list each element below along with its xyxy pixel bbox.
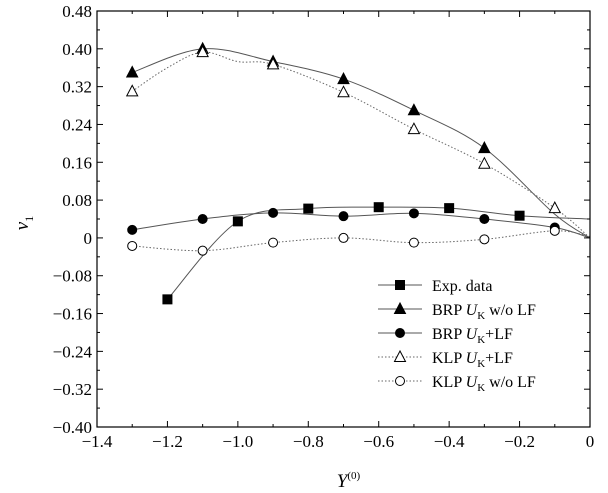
data-point	[373, 202, 384, 213]
y-tick-label: 0.48	[62, 2, 92, 21]
y-tick-label: −0.32	[53, 380, 92, 399]
series-exp-data	[162, 202, 591, 305]
y-tick-label: −0.08	[53, 267, 92, 286]
legend-label: BRP UK+LF	[432, 326, 513, 346]
data-point	[337, 71, 350, 85]
data-point	[338, 232, 349, 243]
legend-label: KLP UK w/o LF	[432, 374, 536, 394]
series-line	[132, 230, 591, 252]
legend-entry-klp-uk-lf: KLP UK+LF	[378, 349, 513, 370]
data-point	[162, 294, 173, 305]
data-point	[197, 245, 208, 256]
data-point	[408, 208, 419, 219]
legend-label: Exp. data	[432, 278, 492, 295]
data-point	[125, 65, 139, 78]
data-point	[514, 210, 525, 221]
y-tick-label: −0.16	[53, 305, 92, 324]
series-klp-uk-w-o-lf	[127, 225, 591, 256]
y-tick-label: 0.08	[62, 191, 92, 210]
legend-marker	[395, 328, 405, 338]
legend-marker	[393, 349, 407, 362]
legend-marker	[395, 280, 405, 290]
x-tick-label: −0.4	[434, 432, 465, 451]
legend-entry-brp-uk-lf: BRP UK+LF	[378, 326, 513, 346]
y-tick-label: −0.24	[53, 342, 93, 361]
data-point	[407, 103, 421, 116]
data-point	[478, 141, 491, 154]
legend-entry-exp-data: Exp. data	[378, 278, 492, 295]
x-tick-label: −0.8	[293, 432, 324, 451]
data-point	[268, 237, 279, 248]
data-point	[232, 216, 243, 227]
data-point	[478, 156, 491, 169]
data-point	[125, 84, 139, 97]
data-point	[479, 234, 490, 245]
legend-label: KLP UK+LF	[432, 350, 513, 370]
y-tick-label: 0.32	[62, 78, 92, 97]
data-point	[337, 85, 350, 98]
data-point	[127, 240, 138, 251]
y-tick-label: −0.40	[53, 418, 92, 437]
series-brp-uk-w-o-lf	[125, 41, 591, 239]
legend-marker	[395, 376, 405, 386]
y-axis-label: v1	[12, 216, 36, 230]
data-point	[549, 225, 560, 236]
legend-entry-brp-uk-w-o-lf: BRP UK w/o LF	[378, 301, 536, 322]
axes: −1.4 −1.2 −1.0 −0.8 −0.6 −0.4 −0.2 0 −0.40 −0.32 −…	[12, 2, 594, 492]
data-point	[338, 211, 349, 222]
series-line	[132, 212, 591, 239]
x-tick-label: −0.6	[363, 432, 394, 451]
x-tick-label: −0.2	[504, 432, 535, 451]
x-tick-label: 0	[586, 432, 595, 451]
plot-area	[125, 41, 591, 305]
y-tick-label: 0	[84, 229, 93, 248]
data-point	[268, 207, 279, 218]
data-point	[408, 237, 419, 248]
data-point	[266, 57, 280, 70]
series-line	[131, 51, 591, 239]
series-klp-uk-lf	[125, 45, 591, 239]
x-tick-label: −1.0	[222, 432, 253, 451]
legend-entry-klp-uk-w-o-lf: KLP UK w/o LF	[378, 374, 536, 394]
legend: Exp. data BRP UK w/o LF BRP UK+LF KLP UK+LF…	[378, 278, 536, 394]
data-point	[303, 203, 314, 214]
data-point	[407, 122, 421, 135]
legend-label: BRP UK w/o LF	[432, 302, 536, 322]
data-point	[548, 201, 562, 214]
data-point	[479, 214, 490, 224]
x-axis-label: Y(0)	[337, 470, 361, 492]
y-tick-label: 0.24	[62, 115, 92, 134]
data-point	[127, 224, 138, 235]
y-tick-label: 0.16	[62, 153, 92, 172]
x-tick-label: −1.2	[152, 432, 183, 451]
data-point	[196, 45, 209, 58]
series-line	[132, 48, 591, 239]
x-tick-label: −1.4	[82, 432, 113, 451]
data-point	[444, 203, 455, 214]
series-line	[167, 206, 591, 300]
y-tick-label: 0.40	[62, 40, 92, 59]
legend-marker	[393, 301, 407, 314]
data-point	[197, 214, 208, 224]
